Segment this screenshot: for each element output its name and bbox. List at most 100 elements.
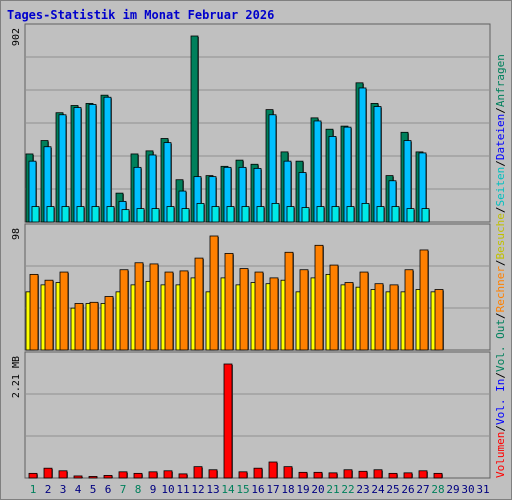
pages-bar-day-10	[166, 206, 175, 223]
x-tick-label-day-5: 5	[90, 483, 97, 496]
pages-bar-day-27	[421, 208, 430, 223]
kbytes-bar-day-5	[88, 476, 98, 479]
x-tick-label-day-16: 16	[251, 483, 264, 496]
x-tick-label-day-8: 8	[135, 483, 142, 496]
pages-bar-day-12	[196, 203, 205, 223]
pages-bar-day-8	[136, 208, 145, 223]
sites-bar-day-27	[419, 249, 429, 351]
legend-separator: /	[494, 107, 507, 114]
kbytes-bar-day-21	[328, 472, 338, 479]
legend-separator: /	[494, 259, 507, 266]
sites-bar-day-5	[89, 301, 99, 351]
x-tick-label-day-4: 4	[75, 483, 82, 496]
pages-bar-day-4	[76, 206, 85, 223]
kbytes-bar-day-3	[58, 470, 68, 479]
kbytes-bar-day-7	[118, 471, 128, 479]
y-max-label: 902	[11, 28, 22, 46]
x-tick-label-day-9: 9	[150, 483, 157, 496]
legend-separator: /	[494, 425, 507, 432]
kbytes-bar-day-28	[433, 472, 443, 479]
x-tick-label-day-31: 31	[476, 483, 489, 496]
kbytes-bar-day-9	[148, 471, 158, 479]
kbytes-bar-day-17	[268, 461, 278, 479]
kbytes-bar-day-22	[343, 469, 353, 479]
pages-bar-day-11	[181, 208, 190, 223]
pages-bar-day-20	[316, 206, 325, 223]
legend-separator: /	[494, 206, 507, 213]
pages-bar-day-23	[361, 203, 370, 223]
sites-bar-day-28	[434, 289, 444, 351]
sites-bar-day-11	[179, 270, 189, 351]
kbytes-bar-day-4	[73, 475, 83, 479]
files-bar-day-6	[103, 96, 112, 223]
kbytes-bar-day-20	[313, 471, 323, 479]
pages-bar-day-2	[46, 206, 55, 223]
x-axis-day-labels: 1 2 3 4 5 6 7 8 9 10 11 12 13 14 15 16 17 18 19 20 21 22 23 24 2…	[30, 483, 490, 496]
sites-bar-day-3	[59, 271, 69, 351]
sites-bar-day-4	[74, 303, 84, 351]
sites-bar-day-21	[329, 264, 339, 351]
x-tick-label-day-1: 1	[30, 483, 37, 496]
kbytes-bar-day-15	[238, 471, 248, 479]
kbytes-bar-day-18	[283, 466, 293, 479]
sites-bar-day-19	[299, 269, 309, 351]
x-tick-label-day-18: 18	[281, 483, 294, 496]
kbytes-bar-day-10	[163, 470, 173, 479]
x-tick-label-day-19: 19	[296, 483, 309, 496]
kbytes-bar-day-2	[43, 467, 53, 479]
sites-bar-day-6	[104, 296, 114, 351]
sites-bar-day-24	[374, 283, 384, 351]
y-max-label: 98	[11, 228, 22, 240]
pages-bar-day-22	[346, 206, 355, 223]
right-legend: Volumen/Vol. In/Vol. Out/Rechner/Besuche…	[494, 54, 507, 478]
x-tick-label-day-3: 3	[60, 483, 67, 496]
sites-bar-day-22	[344, 282, 354, 351]
files-bar-day-23	[358, 87, 367, 223]
kbytes-bar-day-14	[223, 363, 233, 479]
kbytes-bar-day-6	[103, 475, 113, 479]
files-bar-day-5	[88, 104, 97, 223]
legend-item-dateien: Dateien	[494, 114, 507, 160]
sites-bar-day-2	[44, 279, 54, 351]
pages-bar-day-18	[286, 206, 295, 223]
x-tick-label-day-23: 23	[356, 483, 369, 496]
pages-bar-day-1	[31, 206, 40, 223]
legend-separator: /	[494, 160, 507, 167]
sites-bar-day-17	[269, 277, 279, 351]
pages-bar-day-5	[91, 206, 100, 223]
legend-item-seiten: Seiten	[494, 167, 507, 207]
legend-item-anfragen: Anfragen	[494, 54, 507, 107]
sites-bar-day-13	[209, 235, 219, 351]
sites-bar-day-10	[164, 271, 174, 351]
kbytes-bar-day-27	[418, 470, 428, 479]
sites-bar-day-16	[254, 271, 264, 351]
kbytes-bar-day-1	[28, 472, 38, 479]
files-bar-day-24	[373, 106, 382, 223]
sites-bar-day-18	[284, 251, 294, 351]
sites-bar-day-23	[359, 271, 369, 351]
legend-item-vol-out: Vol. Out	[494, 319, 507, 372]
y-max-label: 2.21 MB	[11, 356, 22, 398]
x-tick-label-day-13: 13	[206, 483, 219, 496]
legend-item-volumen: Volumen	[494, 432, 507, 478]
kbytes-bar-day-23	[358, 470, 368, 479]
sites-bar-day-14	[224, 253, 234, 351]
x-tick-label-day-27: 27	[416, 483, 429, 496]
pages-bar-day-19	[301, 207, 310, 223]
sites-bar-day-20	[314, 244, 324, 351]
sites-bar-day-12	[194, 257, 204, 351]
x-tick-label-day-2: 2	[45, 483, 52, 496]
legend-item-rechner: Rechner	[494, 266, 507, 313]
pages-bar-day-13	[211, 206, 220, 223]
x-tick-label-day-20: 20	[311, 483, 324, 496]
x-tick-label-day-15: 15	[236, 483, 249, 496]
x-tick-label-day-11: 11	[176, 483, 189, 496]
pages-bar-day-14	[226, 206, 235, 223]
files-bar-day-3	[58, 114, 67, 223]
kbytes-bar-day-12	[193, 466, 203, 479]
pages-bar-day-9	[151, 208, 160, 223]
sites-bar-day-8	[134, 262, 144, 351]
kbytes-bar-day-8	[133, 472, 143, 479]
